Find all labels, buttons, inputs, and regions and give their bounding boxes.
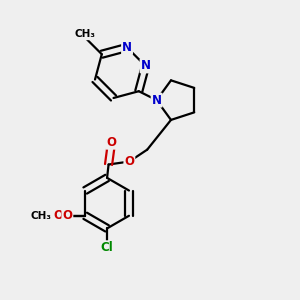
Text: O: O (62, 209, 72, 222)
Text: N: N (140, 59, 151, 73)
Text: Cl: Cl (101, 241, 113, 254)
Text: N: N (152, 94, 162, 106)
Text: CH₃: CH₃ (30, 211, 51, 221)
Text: O: O (106, 136, 116, 149)
Text: N: N (122, 41, 132, 54)
Text: O: O (124, 155, 134, 168)
Text: O: O (53, 209, 63, 222)
Text: CH₃: CH₃ (74, 29, 95, 39)
